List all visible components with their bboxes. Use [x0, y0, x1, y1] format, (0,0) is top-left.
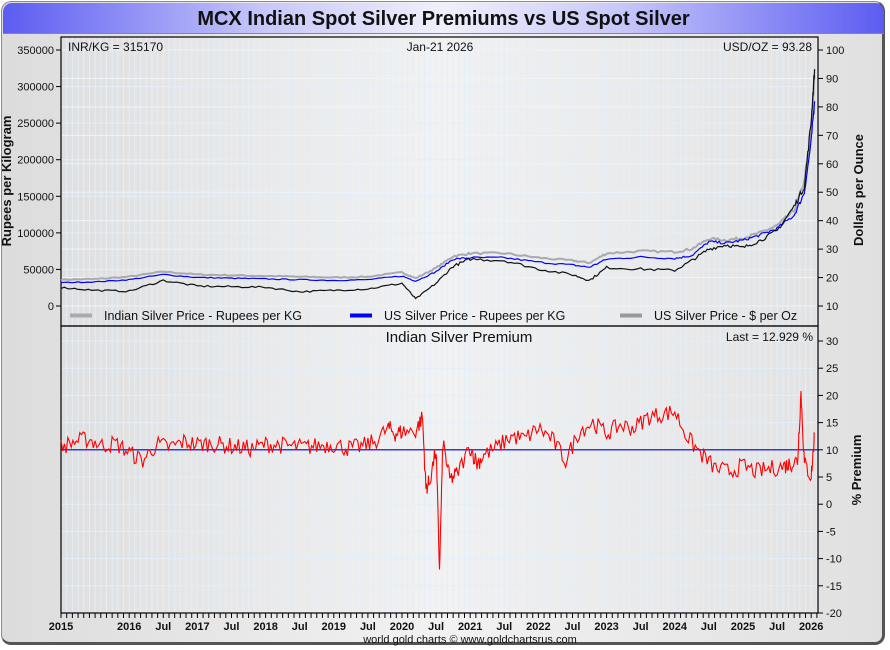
x-tick-label: 2026 — [799, 621, 823, 633]
premium-tick-label: 15 — [826, 418, 838, 430]
premium-tick-label: 20 — [826, 390, 838, 402]
legend-swatch-us-rupees — [350, 313, 372, 318]
y-right-tick-label: 40 — [826, 216, 838, 228]
x-tick-label: 2017 — [185, 621, 209, 633]
legend-label-us-dollars: US Silver Price - $ per Oz — [654, 309, 797, 323]
x-tick-label: Jul — [360, 621, 376, 633]
x-tick-label: 2023 — [594, 621, 618, 633]
bottom-panel-grid — [60, 326, 818, 614]
premium-tick-label: 25 — [826, 363, 838, 375]
premium-last-readout: Last = 12.929 % — [726, 330, 813, 344]
premium-tick-label: -15 — [826, 581, 842, 593]
legend-label-us-rupees: US Silver Price - Rupees per KG — [384, 309, 565, 323]
legend-label-indian-rupees: Indian Silver Price - Rupees per KG — [104, 309, 302, 323]
x-tick-label: 2018 — [253, 621, 277, 633]
premium-tick-label: 10 — [826, 445, 838, 457]
y-left-tick-label: 300000 — [17, 82, 54, 94]
y-right-tick-label: 90 — [826, 73, 838, 85]
premium-tick-label: -20 — [826, 608, 842, 620]
bottom-panel-series — [60, 390, 818, 570]
top-panel-series — [60, 69, 816, 300]
y-left-tick-label: 100000 — [17, 228, 54, 240]
premium-tick-label: 0 — [826, 499, 832, 511]
x-tick-label: Jul — [428, 621, 444, 633]
series-line-us-dollars — [60, 69, 816, 300]
legend-swatch-indian-rupees — [70, 313, 92, 318]
premium-tick-label: 5 — [826, 472, 832, 484]
y-right-tick-label: 80 — [826, 102, 838, 114]
series-line-us-rupees — [60, 101, 816, 284]
x-tick-label: Jul — [224, 621, 240, 633]
x-tick-label: 2020 — [390, 621, 414, 633]
y-right-tick-label: 20 — [826, 273, 838, 285]
y-left-tick-label: 350000 — [17, 45, 54, 57]
y-right-tick-label: 60 — [826, 159, 838, 171]
x-tick-label: 2015 — [49, 621, 73, 633]
x-tick-label: Jul — [769, 621, 785, 633]
x-tick-label: 2022 — [526, 621, 550, 633]
premium-tick-label: -10 — [826, 554, 842, 566]
y-left-tick-label: 150000 — [17, 191, 54, 203]
premium-tick-label: -5 — [826, 526, 836, 538]
premium-subtitle: Indian Silver Premium — [386, 329, 533, 346]
x-tick-label: 2021 — [458, 621, 482, 633]
date-readout: Jan-21 2026 — [407, 40, 474, 54]
y-right-tick-label: 30 — [826, 244, 838, 256]
y-left-tick-label: 0 — [48, 301, 54, 313]
inr-per-kg-readout: INR/KG = 315170 — [68, 40, 163, 54]
series-line-premium — [60, 390, 816, 570]
y-right-tick-label: 70 — [826, 130, 838, 142]
credit-text: world gold charts © www.goldchartsrus.co… — [362, 634, 577, 646]
x-tick-label: 2025 — [731, 621, 755, 633]
x-tick-label: 2016 — [117, 621, 141, 633]
y-left-tick-label: 200000 — [17, 155, 54, 167]
y-right-tick-label: 50 — [826, 187, 838, 199]
x-tick-label: Jul — [633, 621, 649, 633]
x-tick-label: Jul — [565, 621, 581, 633]
y-right-tick-label: 100 — [826, 45, 844, 57]
y-left-tick-label: 50000 — [23, 264, 54, 276]
top-panel-grid — [60, 37, 818, 326]
series-line-indian-rupees — [60, 75, 816, 282]
x-tick-label: Jul — [292, 621, 308, 633]
x-tick-label: 2019 — [322, 621, 346, 633]
bottom-panel-border — [60, 325, 819, 614]
legend-swatch-us-dollars — [620, 313, 642, 318]
y-axis-label-premium: % Premium — [849, 435, 864, 506]
y-axis-label-right: Dollars per Ounce — [851, 134, 866, 246]
usd-per-oz-readout: USD/OZ = 93.28 — [723, 40, 812, 54]
y-left-tick-label: 250000 — [17, 118, 54, 130]
y-axis-label-left: Rupees per Kilogram — [0, 116, 14, 247]
chart-title: MCX Indian Spot Silver Premiums vs US Sp… — [3, 3, 884, 34]
x-tick-label: Jul — [701, 621, 717, 633]
premium-tick-label: 30 — [826, 336, 838, 348]
x-tick-label: 2024 — [663, 621, 688, 633]
axes: 3500003000002500002000001500001000005000… — [17, 45, 844, 633]
x-tick-label: Jul — [155, 621, 171, 633]
y-right-tick-label: 10 — [826, 301, 838, 313]
x-tick-label: Jul — [496, 621, 512, 633]
